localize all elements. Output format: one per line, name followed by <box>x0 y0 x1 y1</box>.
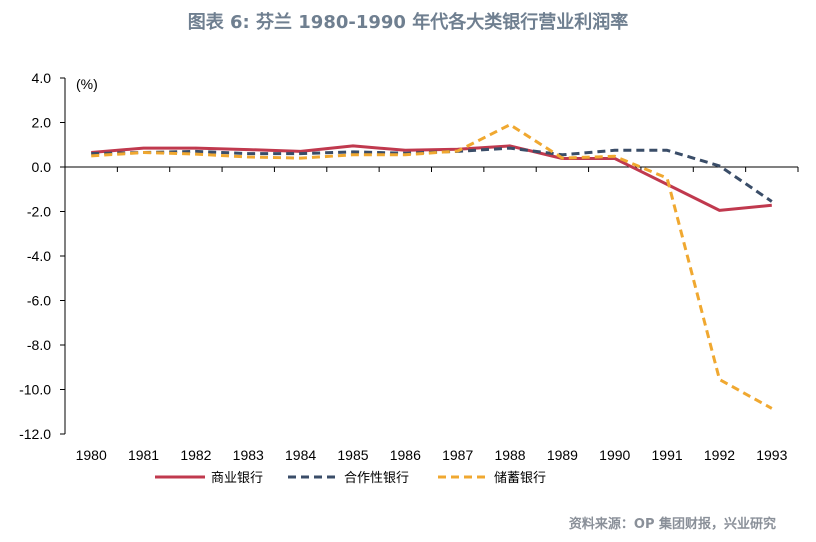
chart-series <box>91 123 773 410</box>
y-tick-label: -4.0 <box>27 248 51 264</box>
legend-label-3: 储蓄银行 <box>494 471 546 486</box>
chart-title: 图表 6: 芬兰 1980-1990 年代各大类银行营业利润率 <box>187 12 629 33</box>
x-tick-label: 1980 <box>76 447 107 463</box>
y-tick-label: -8.0 <box>27 337 51 353</box>
y-tick-label: 0.0 <box>32 159 52 175</box>
chart-axes: 4.0 2.0 0.0 -2.0 -4.0 -6.0 -8.0 -10.0 -12.0 (%) 19… <box>19 70 799 463</box>
x-tick-label: 1981 <box>128 447 159 463</box>
x-tick-label: 1989 <box>547 447 578 463</box>
x-tick-label: 1993 <box>756 447 787 463</box>
chart-legend: 商业银行 合作性银行 储蓄银行 <box>155 471 546 486</box>
x-tick-label: 1985 <box>337 447 368 463</box>
x-tick-label: 1982 <box>180 447 211 463</box>
x-tick-label: 1984 <box>285 447 316 463</box>
y-tick-label: -10.0 <box>19 382 51 398</box>
series-line-1 <box>91 144 772 212</box>
legend-label-1: 商业银行 <box>211 471 263 486</box>
source-note: 资料来源：OP 集团财报，兴业研究 <box>568 517 776 532</box>
x-tick-label: 1990 <box>599 447 630 463</box>
x-tick-label: 1988 <box>494 447 525 463</box>
x-tick-label: 1992 <box>704 447 735 463</box>
y-tick-label: -12.0 <box>19 426 51 442</box>
y-unit-label: (%) <box>76 76 98 92</box>
y-tick-label: -2.0 <box>27 204 51 220</box>
y-tick-label: 2.0 <box>32 115 52 131</box>
x-tick-label: 1986 <box>390 447 421 463</box>
y-tick-label: 4.0 <box>32 70 52 86</box>
y-tick-label: -6.0 <box>27 293 51 309</box>
x-tick-label: 1991 <box>652 447 683 463</box>
x-tick-label: 1983 <box>233 447 264 463</box>
x-tick-label: 1987 <box>442 447 473 463</box>
series-line-3 <box>91 123 773 410</box>
legend-label-2: 合作性银行 <box>344 471 409 486</box>
